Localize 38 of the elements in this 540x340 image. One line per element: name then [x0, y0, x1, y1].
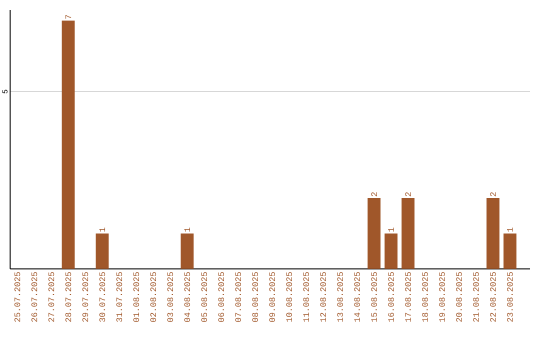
x-tick-label: 19.08.2025	[439, 272, 445, 322]
x-tick-label: 07.08.2025	[235, 272, 242, 322]
data-label: 2	[371, 192, 377, 196]
x-tick-label: 11.08.2025	[303, 272, 309, 322]
x-tick-label: 18.08.2025	[422, 272, 428, 322]
x-tick-label: 02.08.2025	[150, 272, 156, 322]
x-tick-label: 12.08.2025	[320, 272, 326, 322]
x-tick-label: 08.08.2025	[252, 272, 258, 322]
x-tick-label: 26.07.2025	[31, 272, 38, 322]
x-tick-label: 20.08.2025	[456, 272, 462, 322]
x-tick-label: 06.08.2025	[218, 272, 224, 322]
x-tick-label: 09.08.2025	[269, 272, 275, 322]
x-tick-label: 30.07.2025	[99, 272, 106, 322]
x-tick-label: 23.08.2025	[507, 272, 513, 322]
x-tick-label: 10.08.2025	[286, 272, 292, 322]
x-tick-label: 01.08.2025	[133, 272, 140, 322]
data-label: 2	[490, 192, 496, 196]
x-tick-label: 17.08.2025	[405, 272, 411, 322]
data-label: 1	[99, 228, 106, 232]
x-tick-label: 31.07.2025	[116, 272, 122, 322]
x-tick-label: 15.08.2025	[371, 272, 377, 322]
data-label: 1	[184, 228, 190, 232]
x-tick-label: 16.08.2025	[388, 272, 394, 322]
x-tick-label: 28.07.2025	[65, 272, 72, 322]
x-tick-label: 27.07.2025	[48, 272, 54, 322]
x-tick-label: 03.08.2025	[167, 272, 174, 322]
data-label: 1	[388, 228, 394, 232]
x-tick-label: 29.07.2025	[82, 272, 88, 322]
data-label: 7	[65, 15, 72, 19]
data-label: 2	[405, 192, 411, 196]
x-tick-label: 14.08.2025	[354, 272, 360, 322]
x-tick-label: 25.07.2025	[14, 272, 20, 322]
x-tick-label: 21.08.2025	[473, 272, 479, 322]
x-tick-label: 05.08.2025	[201, 272, 208, 322]
x-tick-label: 22.08.2025	[490, 272, 496, 322]
data-label: 1	[507, 228, 513, 232]
x-tick-label: 04.08.2025	[184, 272, 190, 322]
x-tick-label: 13.08.2025	[337, 272, 343, 322]
